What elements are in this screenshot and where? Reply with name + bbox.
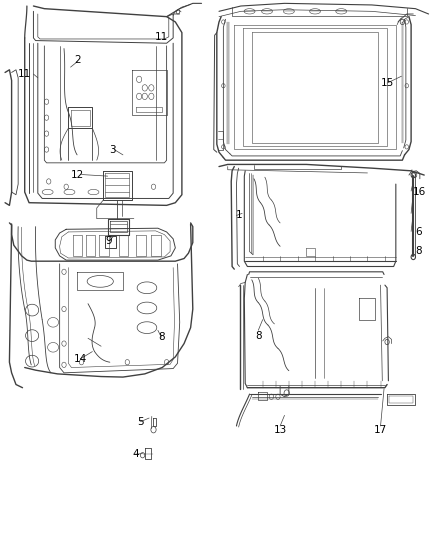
- Text: 17: 17: [374, 425, 387, 435]
- Text: 8: 8: [255, 330, 261, 341]
- Text: 6: 6: [416, 228, 422, 238]
- Text: 15: 15: [381, 78, 394, 88]
- Text: 11: 11: [18, 69, 32, 79]
- Text: 8: 8: [416, 246, 422, 255]
- Text: 11: 11: [155, 32, 168, 42]
- Text: 4: 4: [133, 449, 139, 459]
- Text: 16: 16: [412, 187, 426, 197]
- Text: 2: 2: [74, 55, 81, 65]
- Text: 14: 14: [74, 354, 87, 364]
- Text: 1: 1: [235, 211, 242, 221]
- Text: 13: 13: [273, 425, 287, 435]
- Text: 9: 9: [106, 236, 112, 246]
- Text: 3: 3: [109, 144, 115, 155]
- Text: 5: 5: [138, 417, 144, 427]
- Text: 8: 8: [158, 332, 165, 342]
- Text: 12: 12: [71, 169, 84, 180]
